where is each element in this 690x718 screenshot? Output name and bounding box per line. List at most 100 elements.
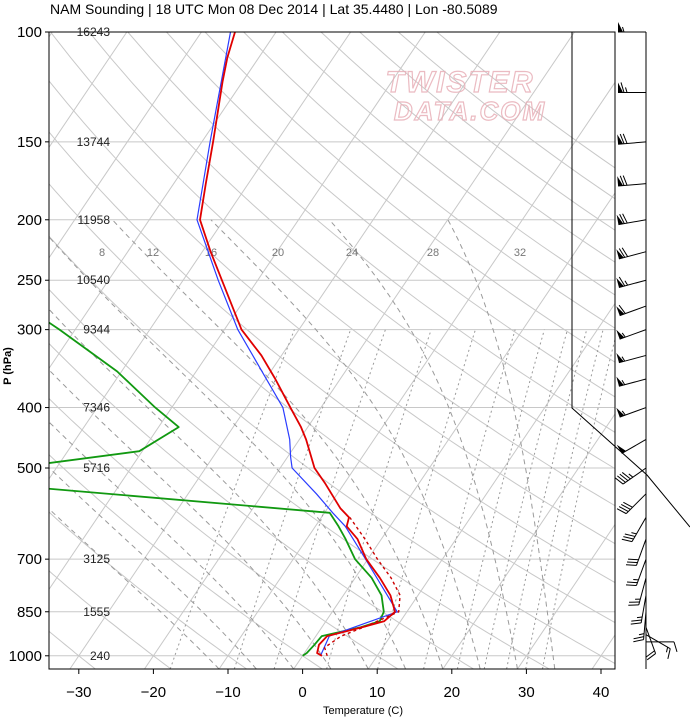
pressure-tick-label: 700: [17, 551, 42, 568]
wind-barb-half: [631, 532, 637, 535]
moist-adiabat: [329, 219, 518, 669]
wind-barb-flag: [618, 22, 623, 32]
wind-barb-full: [625, 584, 637, 586]
mixing-ratio-label: 28: [427, 247, 439, 259]
temperature-tick-label: −20: [141, 684, 166, 701]
wind-barb-full: [619, 175, 625, 186]
watermark-line-1: TWISTER: [386, 66, 535, 99]
wind-barb-staff: [618, 354, 647, 364]
wind-barb-flag: [616, 376, 624, 387]
temperature-tick-label: −30: [66, 684, 91, 701]
isotherm-line: [69, 32, 501, 669]
wind-barb: [616, 304, 647, 317]
wind-barb-full: [614, 477, 624, 485]
wind-barb: [646, 641, 678, 653]
wind-barb-half: [621, 380, 626, 385]
wind-barb-flag: [617, 176, 624, 187]
wind-panel-outline: [571, 32, 690, 528]
wind-barb: [630, 595, 647, 625]
wind-barb-half: [622, 26, 625, 33]
wind-barb-full: [622, 175, 628, 186]
wind-barb: [625, 538, 647, 566]
moist-adiabat: [447, 219, 556, 669]
wind-barb-full: [633, 636, 644, 640]
pressure-tick-label: 400: [17, 400, 42, 417]
height-label: 16243: [77, 25, 111, 39]
virtual-temperature-line: [196, 32, 398, 657]
wind-barb-flag: [618, 82, 623, 93]
height-labels: 16243 13744 11958 10540 9344 7346 5716 3125 1555…: [77, 25, 111, 663]
wind-barb-staff: [618, 279, 647, 288]
pressure-tick-label: 150: [17, 134, 42, 151]
plot-border: [48, 31, 616, 670]
wind-barb-full: [624, 533, 636, 537]
wind-barb: [617, 175, 647, 187]
wind-barb: [621, 517, 647, 543]
mixing-ratio-label: 24: [346, 247, 358, 259]
pressure-tick-label: 500: [17, 460, 42, 477]
plot-frame: [48, 31, 616, 670]
temperature-tick-label: −10: [215, 684, 240, 701]
wind-barb-staff: [643, 611, 647, 640]
dry-adiabat: [49, 288, 550, 669]
mixing-ratio-line: [169, 329, 295, 669]
isotherm-line: [49, 32, 277, 370]
wind-barb-full: [625, 564, 637, 566]
mixing-ratio-label: 12: [147, 247, 159, 259]
height-label: 10540: [77, 273, 111, 287]
temperature-axis: −30 −20 −10 0 10 20 30 40: [66, 669, 609, 701]
moist-adiabat: [49, 369, 332, 669]
dry-adiabat: [49, 342, 474, 669]
dry-adiabat: [88, 32, 615, 470]
wind-barb: [616, 439, 647, 454]
wind-barb-staff: [618, 251, 647, 260]
wind-barb-full: [673, 641, 678, 653]
wind-barb: [616, 353, 647, 364]
pressure-tick-label: 100: [17, 24, 42, 41]
wind-barb-full: [616, 508, 627, 515]
dry-adiabat: [49, 397, 399, 669]
wind-barb-full: [626, 581, 638, 584]
height-label: 5716: [83, 461, 110, 475]
temperature-tick-label: 20: [443, 684, 460, 701]
wind-barb-full: [667, 648, 671, 659]
wind-barb: [628, 577, 647, 606]
wind-barb-full: [619, 214, 625, 224]
x-axis-label: Temperature (C): [323, 705, 403, 717]
height-label: 1555: [83, 605, 110, 619]
dry-adiabat: [49, 235, 615, 665]
wind-barb-staff: [645, 627, 657, 654]
mixing-ratio-label: 20: [272, 247, 284, 259]
moist-adiabat: [49, 421, 295, 669]
wind-barb: [625, 558, 647, 586]
wind-barb-staff: [618, 378, 647, 387]
mixing-ratio-line: [273, 329, 386, 669]
dry-adiabat: [50, 32, 615, 507]
pressure-tick-label: 250: [17, 272, 42, 289]
temperature-tick-label: 30: [518, 684, 535, 701]
mixing-ratio-line: [326, 329, 432, 669]
height-label: 240: [90, 649, 110, 663]
isotherm-line: [442, 413, 615, 669]
height-label: 9344: [83, 323, 110, 337]
wind-barb: [618, 82, 646, 93]
wind-barb: [616, 329, 647, 340]
wind-barb-half: [636, 616, 643, 619]
wind-barb-half: [625, 87, 628, 93]
wind-barb-staff: [619, 305, 647, 317]
wind-barb-full: [621, 503, 631, 510]
dry-adiabat: [243, 32, 615, 329]
wind-barb-panel: [571, 22, 690, 669]
moist-adiabat: [49, 236, 407, 669]
pressure-tick-label: 200: [17, 212, 42, 229]
moist-adiabat: [49, 308, 369, 669]
wind-barb-full: [630, 622, 642, 625]
wind-barb-staff: [638, 577, 647, 606]
wind-barb: [616, 407, 647, 418]
pressure-tick-label: 300: [17, 322, 42, 339]
isotherm-line: [49, 32, 202, 259]
wind-barb-staff: [619, 407, 647, 418]
wind-barb: [616, 493, 647, 515]
wind-barb: [617, 133, 647, 145]
